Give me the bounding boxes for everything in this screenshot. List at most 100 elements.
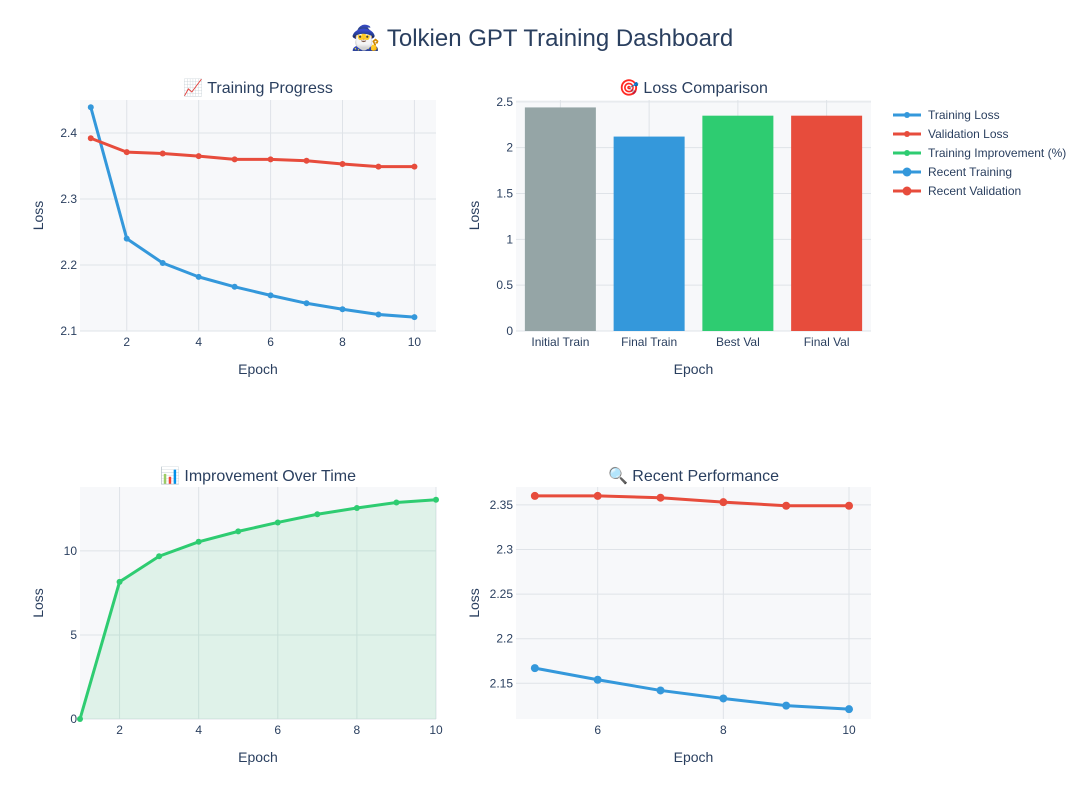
- loss-comparison-title: 🎯 Loss Comparison: [619, 79, 768, 97]
- training-progress-plot-area: [80, 100, 436, 331]
- y-tick-label: 2.2: [60, 258, 77, 272]
- training-improvement-point: [77, 716, 83, 722]
- improvement-over-time-title: 📊 Improvement Over Time: [160, 466, 356, 485]
- training-improvement-point: [235, 528, 242, 535]
- training-loss-point: [123, 235, 130, 242]
- y-tick-label: 2.2: [496, 632, 513, 646]
- legend-item-label: Validation Loss: [928, 127, 1009, 141]
- x-tick-label: 8: [354, 723, 361, 737]
- training-loss-point: [87, 104, 94, 111]
- x-axis-title: Epoch: [674, 361, 714, 377]
- recent-training-point: [656, 686, 665, 695]
- x-tick-label: 8: [339, 335, 346, 349]
- recent-validation-point: [719, 498, 728, 507]
- x-tick-label: 6: [274, 723, 281, 737]
- legend-marker: [902, 186, 912, 196]
- validation-loss-point: [267, 156, 274, 163]
- x-tick-label: 10: [408, 335, 422, 349]
- training-improvement-line: [78, 498, 437, 720]
- bar-initial-train: [524, 107, 596, 331]
- x-tick-label: 10: [429, 723, 443, 737]
- training-improvement-point: [274, 519, 281, 526]
- recent-training-point: [719, 694, 728, 703]
- legend: Training Loss Validation Loss Training Imp…: [893, 108, 1066, 198]
- y-tick-label: 0.5: [496, 278, 513, 292]
- training-loss-point: [231, 283, 238, 290]
- training-loss-point: [339, 306, 346, 313]
- training-improvement-point: [314, 511, 321, 518]
- validation-loss-point: [159, 150, 166, 157]
- validation-loss-point: [375, 163, 382, 170]
- x-tick-label: 4: [195, 723, 202, 737]
- y-axis-title: Loss: [466, 201, 482, 231]
- x-tick-label: 4: [195, 335, 202, 349]
- bar-best-val: [702, 115, 774, 331]
- x-tick-label: Final Val: [804, 335, 850, 349]
- legend-item-label: Recent Validation: [928, 184, 1021, 198]
- dashboard-title: 🧙‍♂️ Tolkien GPT Training Dashboard: [350, 25, 734, 52]
- x-tick-label: Best Val: [716, 335, 760, 349]
- x-tick-label: Final Train: [621, 335, 677, 349]
- recent-validation-point: [782, 501, 791, 510]
- y-tick-label: 0: [70, 712, 77, 726]
- training-loss-point: [411, 314, 418, 321]
- training-improvement-area: [80, 499, 436, 719]
- recent-validation-point: [593, 491, 602, 500]
- improvement-over-time-chart: 0 5 10 📊 Improvement Over Time Epoch Loss 2 4 6 8…: [30, 466, 443, 765]
- training-loss-point: [159, 260, 166, 267]
- x-tick-label: 10: [842, 723, 856, 737]
- validation-loss-point: [303, 157, 310, 164]
- validation-loss-point: [87, 135, 94, 142]
- y-tick-label: 5: [70, 628, 77, 642]
- bar-final-train: [613, 136, 685, 331]
- validation-loss-point: [231, 156, 238, 163]
- y-tick-label: 2.15: [490, 676, 514, 690]
- recent-training-line: [534, 666, 850, 711]
- training-improvement-point: [195, 538, 202, 545]
- y-tick-label: 2: [506, 141, 513, 155]
- recent-performance-title: 🔍 Recent Performance: [608, 465, 779, 485]
- training-loss-point: [195, 273, 202, 280]
- bar-final-val: [791, 115, 863, 331]
- legend-marker: [904, 131, 910, 137]
- y-tick-label: 0: [506, 324, 513, 338]
- y-axis-title: Loss: [30, 201, 46, 231]
- legend-item-label: Training Improvement (%): [928, 146, 1066, 160]
- validation-loss-point: [339, 161, 346, 168]
- x-axis-title: Epoch: [674, 749, 714, 765]
- y-tick-label: 2.25: [490, 587, 514, 601]
- training-loss-point: [267, 292, 274, 299]
- y-axis-title: Loss: [466, 588, 482, 618]
- legend-marker: [902, 167, 912, 177]
- recent-training-point: [845, 705, 854, 714]
- y-tick-label: 2.3: [60, 192, 77, 206]
- recent-performance-plot-area: [516, 487, 871, 719]
- training-loss-line: [89, 106, 415, 319]
- x-tick-label: 8: [720, 723, 727, 737]
- legend-marker: [904, 150, 910, 156]
- recent-training-point: [530, 664, 539, 673]
- x-tick-label: 6: [594, 723, 601, 737]
- recent-training-point: [782, 701, 791, 710]
- training-improvement-point: [433, 496, 439, 503]
- recent-validation-point: [530, 491, 539, 500]
- x-tick-label: 2: [116, 723, 123, 737]
- training-loss-point: [375, 311, 382, 318]
- recent-performance-chart: 2.15 2.2 2.25 2.3 2.35 🔍 Recent Performance Ep…: [466, 465, 871, 765]
- recent-validation-point: [656, 493, 665, 502]
- loss-comparison-chart: 0 0.5 1 1.5 2 2.5 🎯 Loss Comparison Epoch Loss In…: [466, 79, 871, 377]
- validation-loss-line: [90, 136, 415, 169]
- validation-loss-point: [411, 163, 418, 170]
- y-tick-label: 2.3: [496, 542, 513, 556]
- training-improvement-point: [116, 578, 123, 585]
- training-improvement-point: [353, 505, 360, 512]
- training-progress-title: 📈 Training Progress: [183, 78, 333, 97]
- validation-loss-point: [123, 149, 130, 156]
- recent-validation-line: [534, 494, 850, 508]
- recent-training-point: [593, 675, 602, 684]
- x-tick-label: Initial Train: [531, 335, 589, 349]
- training-improvement-point: [393, 499, 400, 506]
- y-tick-label: 1.5: [496, 187, 513, 201]
- x-tick-label: 2: [123, 335, 130, 349]
